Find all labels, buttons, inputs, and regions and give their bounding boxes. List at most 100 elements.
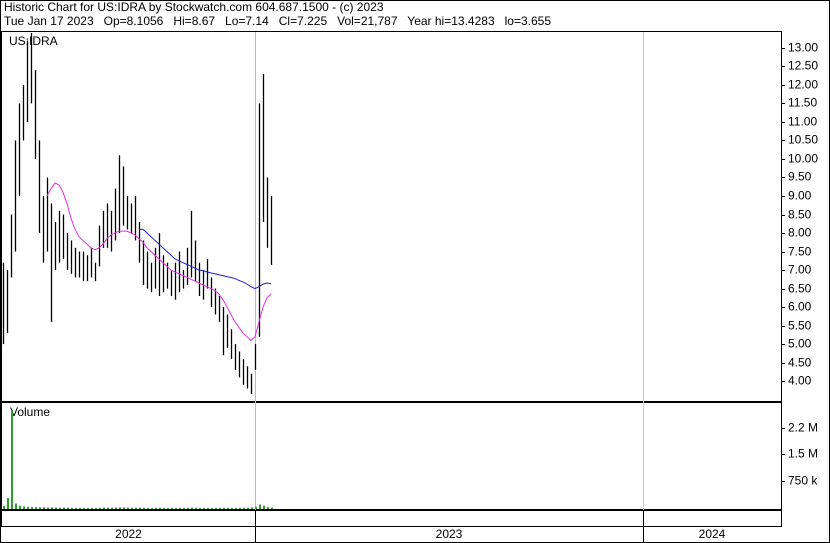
- x-tick-label: 2024: [699, 527, 726, 541]
- volume-bar: [131, 507, 133, 509]
- volume-bar: [183, 507, 185, 509]
- volume-bar: [151, 507, 153, 509]
- volume-bar: [267, 507, 269, 509]
- volume-bar: [107, 507, 109, 509]
- volume-bar: [175, 507, 177, 509]
- volume-bar: [143, 507, 145, 509]
- volume-bar: [19, 505, 21, 509]
- volume-bar: [167, 507, 169, 509]
- volume-bar: [23, 506, 25, 509]
- y-tick-label: 4.50: [788, 356, 812, 370]
- volume-bar: [91, 507, 93, 509]
- time-strip: [1, 510, 782, 527]
- y-tick-label: 8.50: [788, 208, 812, 222]
- volume-bar: [235, 507, 237, 509]
- y-tick-label: 6.50: [788, 282, 812, 296]
- volume-bar: [123, 507, 125, 509]
- x-tick-label: 2022: [115, 527, 142, 541]
- volume-bar: [147, 507, 149, 509]
- volume-panel: [1, 402, 782, 510]
- volume-bar: [75, 507, 77, 509]
- volume-bar: [83, 507, 85, 509]
- chart-subtitle: Tue Jan 17 2023 Op=8.1056 Hi=8.67 Lo=7.1…: [4, 14, 551, 28]
- volume-bar: [187, 507, 189, 509]
- y-tick-label: 11.00: [788, 115, 817, 129]
- volume-bar: [63, 507, 65, 509]
- volume-bar: [71, 507, 73, 509]
- volume-bar: [35, 507, 37, 509]
- volume-bar: [155, 507, 157, 509]
- moving-average: [46, 182, 272, 342]
- volume-bar: [239, 507, 241, 509]
- y-tick-label: 5.50: [788, 319, 812, 333]
- volume-bar: [247, 507, 249, 509]
- volume-bar: [255, 506, 257, 509]
- volume-bar: [215, 507, 217, 509]
- volume-bar: [211, 507, 213, 509]
- volume-bar: [271, 507, 273, 509]
- y-tick-label: 1.5 M: [788, 447, 818, 461]
- volume-bar: [139, 507, 141, 509]
- volume-bar: [227, 507, 229, 509]
- volume-bar: [103, 507, 105, 509]
- volume-bar: [243, 507, 245, 509]
- volume-bar: [7, 497, 9, 509]
- y-tick-label: 8.00: [788, 226, 812, 240]
- volume-bar: [39, 507, 41, 509]
- volume-bar: [55, 507, 57, 509]
- x-tick-label: 2023: [436, 527, 463, 541]
- y-tick-label: 9.00: [788, 189, 812, 203]
- y-tick-label: 750 k: [788, 474, 818, 488]
- y-tick-label: 13.00: [788, 41, 818, 55]
- volume-bar: [15, 503, 17, 509]
- y-tick-label: 12.50: [788, 59, 818, 73]
- volume-bar: [11, 409, 13, 509]
- volume-bar: [59, 507, 61, 509]
- volume-bar: [119, 507, 121, 509]
- volume-bar: [27, 506, 29, 509]
- y-tick-label: 2.2 M: [788, 421, 818, 435]
- volume-bar: [163, 507, 165, 509]
- volume-bar: [79, 507, 81, 509]
- symbol-label: US:IDRA: [9, 34, 58, 48]
- volume-bar: [87, 507, 89, 509]
- volume-bar: [171, 507, 173, 509]
- volume-bar: [159, 507, 161, 509]
- volume-bar: [51, 507, 53, 509]
- volume-bar: [47, 507, 49, 509]
- price-panel: [1, 31, 782, 402]
- volume-bar: [111, 507, 113, 509]
- volume-label: Volume: [10, 405, 50, 419]
- y-tick-label: 5.00: [788, 337, 812, 351]
- volume-bar: [207, 507, 209, 509]
- volume-bar: [203, 507, 205, 509]
- volume-bar: [95, 507, 97, 509]
- volume-bar: [31, 506, 33, 509]
- y-tick-label: 9.50: [788, 170, 812, 184]
- volume-bar: [3, 506, 5, 509]
- volume-bar: [127, 507, 129, 509]
- volume-bar: [259, 504, 261, 509]
- volume-bar: [135, 507, 137, 509]
- volume-bar: [231, 507, 233, 509]
- volume-bar: [199, 507, 201, 509]
- volume-bar: [99, 507, 101, 509]
- y-tick-label: 10.00: [788, 152, 818, 166]
- volume-bar: [115, 507, 117, 509]
- y-tick-label: 6.00: [788, 300, 812, 314]
- chart-title: Historic Chart for US:IDRA by Stockwatch…: [4, 0, 384, 14]
- y-tick-label: 7.50: [788, 245, 812, 259]
- volume-bar: [263, 505, 265, 509]
- volume-bar: [223, 507, 225, 509]
- volume-bar: [195, 507, 197, 509]
- volume-bar: [219, 507, 221, 509]
- volume-bar: [191, 507, 193, 509]
- y-tick-label: 11.50: [788, 96, 817, 110]
- y-tick-label: 12.00: [788, 78, 818, 92]
- y-tick-label: 10.50: [788, 133, 818, 147]
- y-tick-label: 4.00: [788, 374, 812, 388]
- volume-bar: [43, 507, 45, 509]
